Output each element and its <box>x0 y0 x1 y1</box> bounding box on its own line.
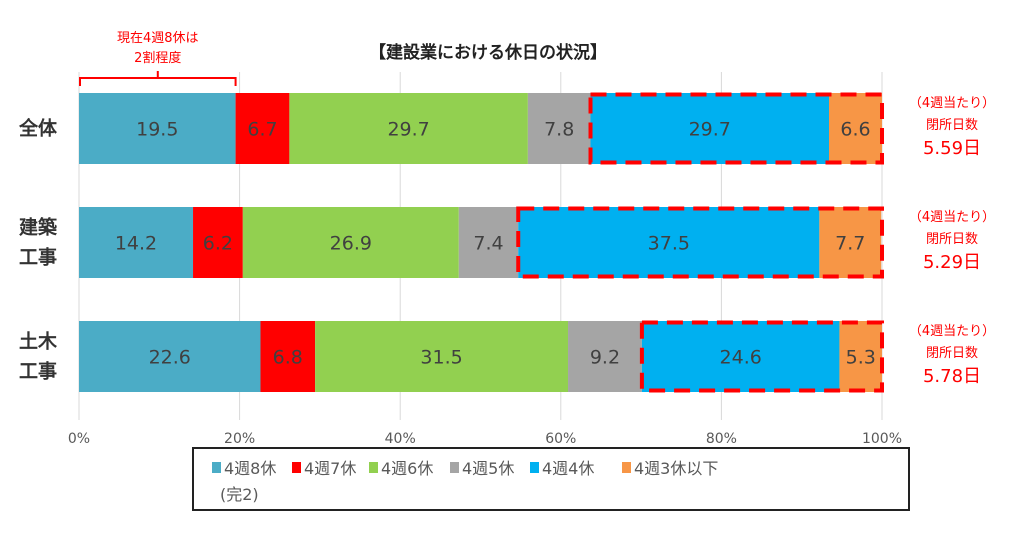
bar-segment <box>260 321 316 392</box>
bar-segment <box>839 321 882 392</box>
x-tick-label: 40% <box>385 431 416 447</box>
legend-swatch <box>369 462 378 473</box>
category-label: 建築 <box>19 216 58 239</box>
legend-label: (完2) <box>220 485 259 504</box>
data-label: 6.8 <box>273 347 303 369</box>
bar-segment <box>289 93 528 164</box>
bar-segment <box>829 93 882 164</box>
data-label: 6.2 <box>203 233 233 255</box>
note-per-4-weeks: （4週当たり） <box>909 210 995 225</box>
bar-segment <box>193 207 243 278</box>
bar-segment <box>79 321 261 392</box>
note-closed-days-label: 閉所日数 <box>926 346 978 361</box>
data-label: 7.7 <box>835 233 865 255</box>
bar-segment <box>590 93 830 164</box>
bar-segment <box>518 207 820 278</box>
bar-segment <box>79 93 236 164</box>
note-per-4-weeks: （4週当たり） <box>909 324 995 339</box>
legend-label: 4週4休 <box>542 459 594 478</box>
data-label: 24.6 <box>720 347 762 369</box>
data-label: 29.7 <box>387 119 429 141</box>
category-label: 全体 <box>18 117 58 140</box>
legend-label: 4週6休 <box>381 459 433 478</box>
bar-segment <box>458 207 519 278</box>
bracket-note-line: 2割程度 <box>134 50 181 66</box>
legend-box <box>192 447 910 511</box>
x-tick-label: 80% <box>706 431 737 447</box>
data-label: 9.2 <box>590 347 620 369</box>
data-label: 31.5 <box>420 347 462 369</box>
data-label: 7.4 <box>473 233 503 255</box>
highlight-dashed-box <box>588 92 884 165</box>
note-closed-days-label: 閉所日数 <box>926 118 978 133</box>
bar-segment <box>568 321 642 392</box>
legend-swatch <box>450 462 459 473</box>
bar-segment <box>641 321 840 392</box>
x-tick-label: 0% <box>68 431 90 447</box>
bracket-note-line: 現在4週8休は <box>117 31 199 46</box>
x-tick-label: 60% <box>545 431 576 447</box>
legend-swatch <box>212 462 221 473</box>
legend-label: 4週7休 <box>304 459 356 478</box>
bar-segment <box>527 93 591 164</box>
legend-swatch <box>530 462 539 473</box>
highlight-dashed-box <box>639 320 885 393</box>
data-label: 7.8 <box>544 119 574 141</box>
data-label: 29.7 <box>689 119 731 141</box>
bracket <box>79 71 237 86</box>
data-label: 6.7 <box>247 119 277 141</box>
legend-label: 4週8休 <box>224 459 276 478</box>
chart-title: 【建設業における休日の状況】 <box>369 42 607 63</box>
data-label: 14.2 <box>115 233 157 255</box>
data-label: 22.6 <box>149 347 191 369</box>
category-label: 工事 <box>19 246 57 269</box>
data-label: 19.5 <box>136 119 178 141</box>
bar-segment <box>315 321 569 392</box>
legend-swatch <box>622 462 631 473</box>
legend-swatch <box>292 462 301 473</box>
highlight-dashed-box <box>516 206 885 279</box>
data-label: 5.3 <box>846 347 876 369</box>
note-closed-days-value: 5.29日 <box>923 252 981 273</box>
data-label: 37.5 <box>648 233 690 255</box>
note-closed-days-value: 5.78日 <box>923 366 981 387</box>
bar-segment <box>235 93 290 164</box>
data-label: 6.6 <box>840 119 870 141</box>
note-per-4-weeks: （4週当たり） <box>909 96 995 111</box>
data-label: 26.9 <box>330 233 372 255</box>
category-label: 土木 <box>19 330 58 353</box>
bar-segment <box>819 207 882 278</box>
x-tick-label: 100% <box>862 431 902 447</box>
category-label: 工事 <box>19 360 57 383</box>
x-tick-label: 20% <box>224 431 255 447</box>
bar-segment <box>79 207 194 278</box>
legend-label: 4週3休以下 <box>634 459 718 478</box>
bar-segment <box>242 207 459 278</box>
note-closed-days-label: 閉所日数 <box>926 232 978 247</box>
note-closed-days-value: 5.59日 <box>923 138 981 159</box>
legend-label: 4週5休 <box>462 459 514 478</box>
